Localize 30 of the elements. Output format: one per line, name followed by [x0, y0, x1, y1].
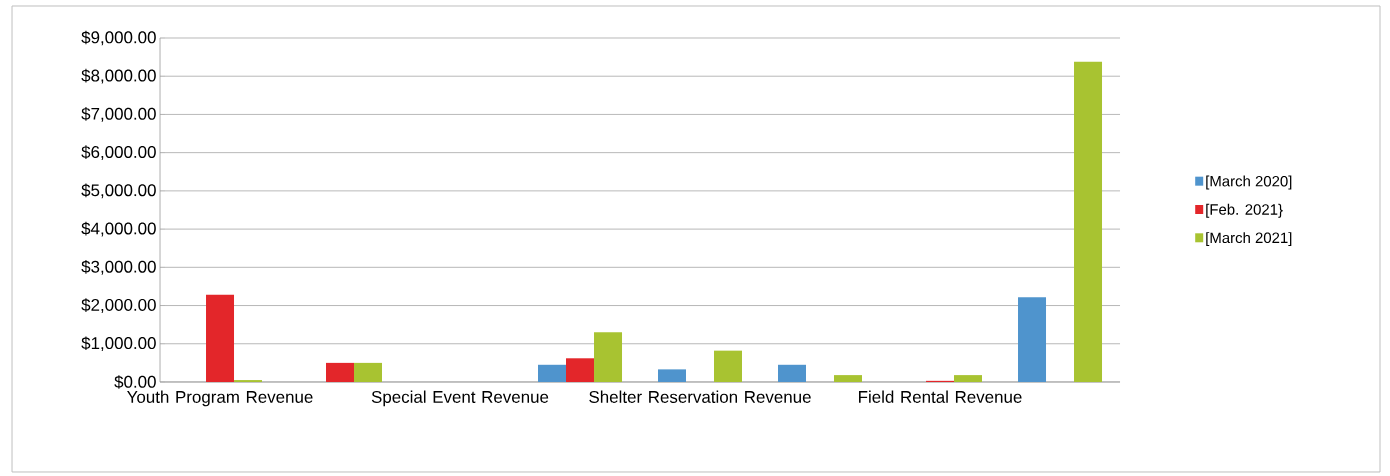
bar	[206, 294, 235, 382]
bar	[326, 362, 355, 382]
legend-label: [Feb. 2021}	[1206, 203, 1283, 218]
y-tick-label: $6,000.00	[81, 145, 156, 161]
x-tick-label: Special Event Revenue	[371, 390, 549, 407]
y-tick-label: $3,000.00	[81, 259, 156, 275]
x-tick-label: Field Rental Revenue	[859, 390, 1022, 403]
bar	[714, 350, 743, 382]
y-tick-label: $0.00	[114, 375, 156, 389]
bar	[354, 362, 383, 382]
y-tick-label: $9,000.00	[81, 30, 156, 46]
bar	[834, 375, 863, 382]
y-tick-label: $4,000.00	[81, 221, 156, 237]
y-tick-label: $2,000.00	[81, 298, 156, 313]
bar	[658, 369, 687, 382]
y-tick-label: $7,000.00	[81, 107, 156, 122]
bar	[566, 358, 595, 382]
x-tick-label: Shelter Reservation Revenue	[589, 390, 811, 403]
bar	[1018, 297, 1047, 382]
bar	[778, 364, 807, 382]
y-tick-label: $8,000.00	[81, 68, 156, 84]
y-tick-label: $1,000.00	[81, 336, 156, 352]
legend-label: [March 2021]	[1206, 232, 1292, 247]
bar	[1074, 61, 1103, 382]
bar	[594, 332, 623, 382]
x-tick-label: Youth Program Revenue	[127, 390, 313, 407]
bar	[538, 364, 567, 382]
y-tick-label: $5,000.00	[81, 183, 156, 199]
legend-label: [March 2020]	[1206, 175, 1292, 190]
bar	[954, 375, 983, 382]
